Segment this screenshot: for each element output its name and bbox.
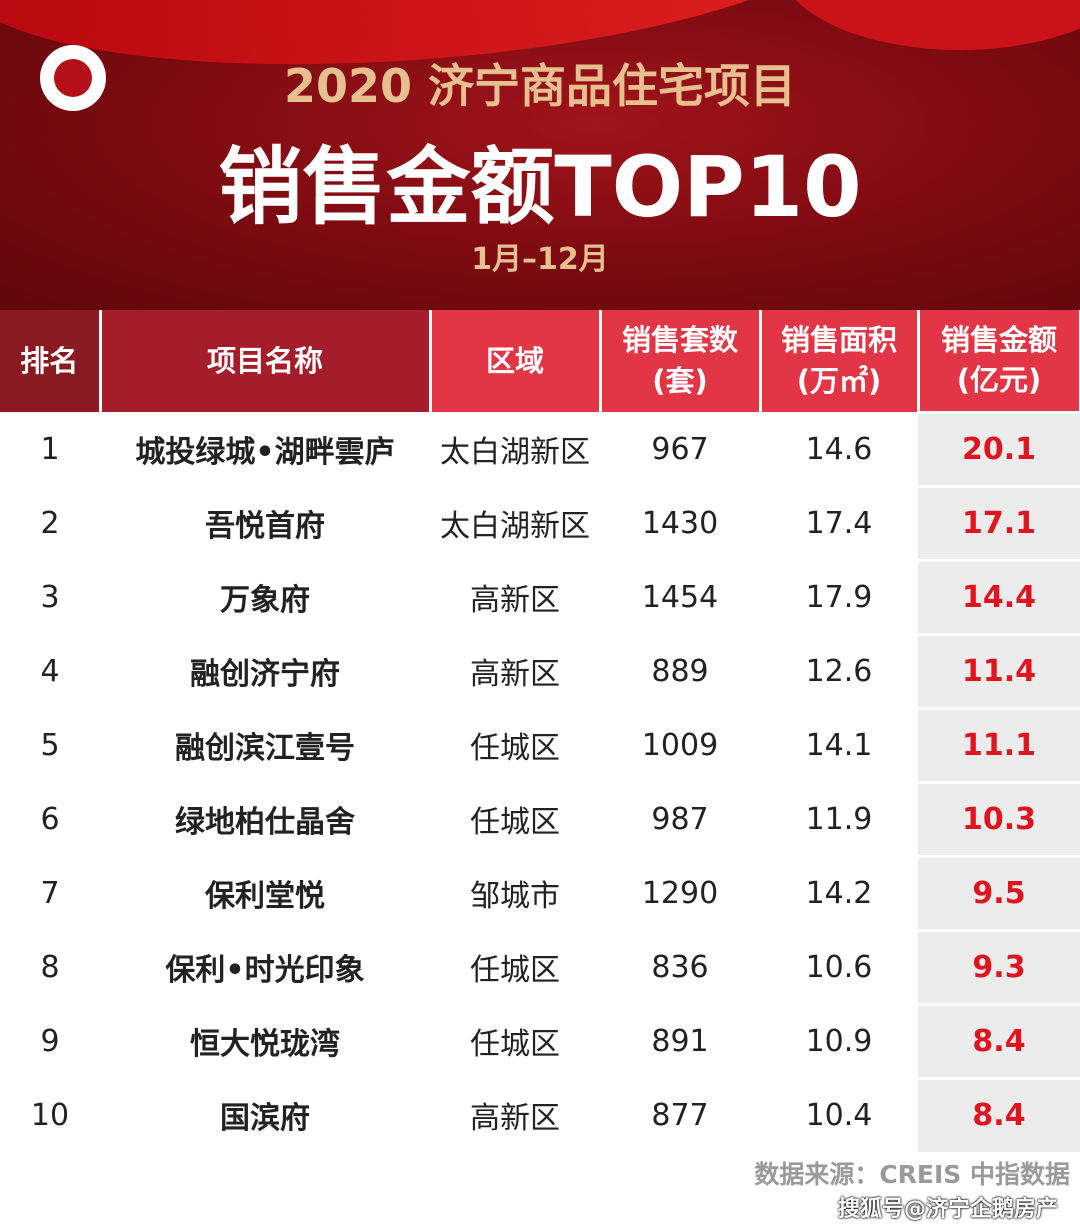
rank: 8 (40, 949, 60, 985)
area-sold: 17.4 (805, 505, 873, 541)
project-name: 国滨府 (220, 1101, 310, 1136)
district: 任城区 (470, 731, 560, 766)
sales-amount: 14.4 (918, 558, 1080, 634)
area-sold: 14.1 (805, 727, 873, 763)
rank: 5 (40, 727, 60, 763)
decorative-wave (780, 0, 1080, 50)
district: 任城区 (470, 1027, 560, 1062)
area-sold: 17.9 (805, 579, 873, 615)
district: 邹城市 (470, 879, 560, 914)
table-row: 1 城投绿城•湖畔雲庐 太白湖新区 967 14.6 20.1 (0, 410, 1080, 486)
data-source: 数据来源：CREIS 中指数据 (754, 1160, 1070, 1189)
project-name: 保利堂悦 (205, 879, 325, 914)
project-name: 保利•时光印象 (165, 953, 365, 988)
units-sold: 987 (651, 801, 709, 837)
area-sold: 14.2 (805, 875, 873, 911)
sales-amount: 11.4 (918, 632, 1080, 708)
sales-amount: 17.1 (918, 484, 1080, 560)
units-sold: 891 (651, 1023, 709, 1059)
units-sold: 1009 (641, 727, 719, 763)
table-row: 2 吾悦首府 太白湖新区 1430 17.4 17.1 (0, 484, 1080, 560)
period: 1月–12月 (471, 242, 609, 277)
column-header: 销售金额 (亿元) (918, 310, 1080, 412)
rank: 4 (40, 653, 60, 689)
area-sold: 12.6 (805, 653, 873, 689)
district: 太白湖新区 (440, 435, 590, 470)
table-row: 7 保利堂悦 邹城市 1290 14.2 9.5 (0, 854, 1080, 930)
column-header: 销售面积 (万㎡) (760, 310, 920, 412)
table-row: 3 万象府 高新区 1454 17.9 14.4 (0, 558, 1080, 634)
column-header: 区域 (430, 310, 602, 412)
project-name: 万象府 (220, 583, 310, 618)
table-row: 10 国滨府 高新区 877 10.4 8.4 (0, 1076, 1080, 1152)
rank: 10 (30, 1097, 70, 1133)
sales-amount: 10.3 (918, 780, 1080, 856)
header-row: 排名 项目名称 区域 销售套数 (套) 销售面积 (万㎡) 销售金额 (亿元) (0, 310, 1080, 412)
project-name: 融创滨江壹号 (175, 731, 355, 766)
watermark: 搜狐号@济宁企鹅房产 (837, 1197, 1058, 1222)
district: 太白湖新区 (440, 509, 590, 544)
district: 任城区 (470, 805, 560, 840)
district: 高新区 (470, 657, 560, 692)
sales-amount: 20.1 (918, 410, 1080, 486)
area-sold: 11.9 (805, 801, 873, 837)
units-sold: 1454 (641, 579, 719, 615)
banner: 2020 济宁商品住宅项目 销售金额TOP10 1月–12月 (0, 0, 1080, 310)
units-sold: 836 (651, 949, 709, 985)
year-title: 2020 济宁商品住宅项目 (283, 59, 797, 113)
rank: 9 (40, 1023, 60, 1059)
units-sold: 877 (651, 1097, 709, 1133)
sales-amount: 11.1 (918, 706, 1080, 782)
district: 任城区 (470, 953, 560, 988)
rank: 1 (40, 431, 60, 467)
column-header: 销售套数 (套) (600, 310, 762, 412)
rank: 6 (40, 801, 60, 837)
main-title: 销售金额TOP10 (218, 138, 862, 236)
table-row: 5 融创滨江壹号 任城区 1009 14.1 11.1 (0, 706, 1080, 782)
table-row: 4 融创济宁府 高新区 889 12.6 11.4 (0, 632, 1080, 708)
project-name: 城投绿城•湖畔雲庐 (135, 435, 395, 470)
sales-amount: 9.3 (918, 928, 1080, 1004)
units-sold: 1290 (641, 875, 719, 911)
project-name: 吾悦首府 (205, 509, 325, 544)
rank: 2 (40, 505, 60, 541)
area-sold: 14.6 (805, 431, 873, 467)
sales-amount: 9.5 (918, 854, 1080, 930)
district: 高新区 (470, 583, 560, 618)
ranking-table: 排名 项目名称 区域 销售套数 (套) 销售面积 (万㎡) 销售金额 (亿元) 1 城投绿城… (0, 310, 1080, 1152)
area-sold: 10.4 (805, 1097, 873, 1133)
sales-amount: 8.4 (918, 1002, 1080, 1078)
units-sold: 889 (651, 653, 709, 689)
rank: 7 (40, 875, 60, 911)
district: 高新区 (470, 1101, 560, 1136)
table-row: 6 绿地柏仕晶舍 任城区 987 11.9 10.3 (0, 780, 1080, 856)
area-sold: 10.9 (805, 1023, 873, 1059)
rank: 3 (40, 579, 60, 615)
table-row: 9 恒大悦珑湾 任城区 891 10.9 8.4 (0, 1002, 1080, 1078)
project-name: 融创济宁府 (190, 657, 340, 692)
units-sold: 967 (651, 431, 709, 467)
sales-amount: 8.4 (918, 1076, 1080, 1152)
column-header: 排名 (0, 310, 102, 412)
table-row: 8 保利•时光印象 任城区 836 10.6 9.3 (0, 928, 1080, 1004)
units-sold: 1430 (641, 505, 719, 541)
column-header: 项目名称 (100, 310, 432, 412)
area-sold: 10.6 (805, 949, 873, 985)
project-name: 绿地柏仕晶舍 (175, 805, 355, 840)
project-name: 恒大悦珑湾 (190, 1027, 340, 1062)
logo-icon (40, 45, 106, 111)
